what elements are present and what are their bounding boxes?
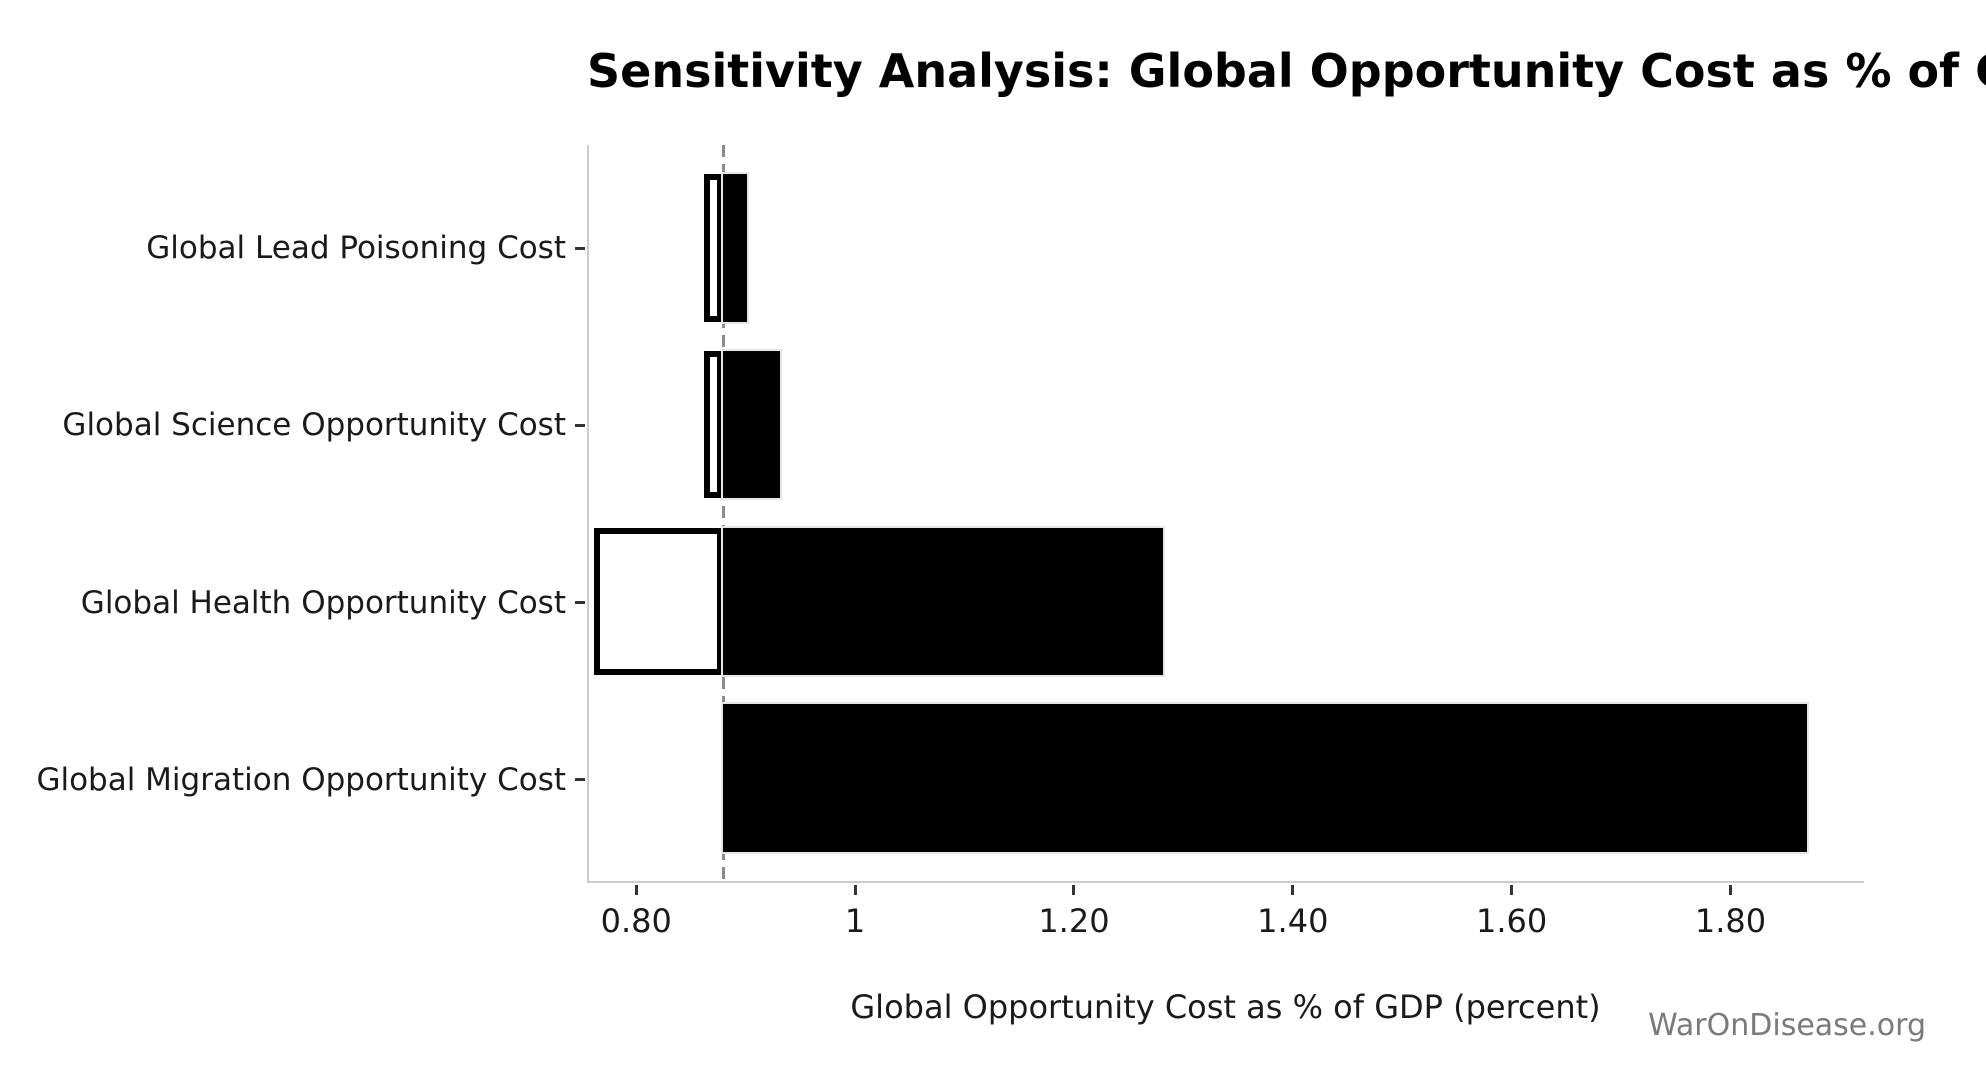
- bar-row: [589, 704, 1864, 852]
- y-tick-mark: [575, 423, 585, 427]
- plot-area: [587, 145, 1864, 883]
- bar-segment-high: [723, 704, 1808, 852]
- y-tick-label: Global Health Opportunity Cost: [80, 584, 566, 621]
- x-tick-label: 0.80: [600, 902, 672, 940]
- x-tick-mark: [1510, 885, 1514, 895]
- bar-row: [589, 527, 1864, 675]
- baseline-dashed-line: [722, 145, 726, 881]
- bar-segment-high: [723, 351, 781, 499]
- x-tick-mark: [634, 885, 638, 895]
- y-tick-label: Global Lead Poisoning Cost: [146, 230, 566, 267]
- x-tick-label: 1.40: [1257, 902, 1329, 940]
- bar-row: [589, 351, 1864, 499]
- y-tick-mark: [575, 601, 585, 605]
- x-tick-label: 1: [844, 902, 866, 940]
- x-tick-label: 1.20: [1038, 902, 1110, 940]
- x-axis-label: Global Opportunity Cost as % of GDP (per…: [850, 988, 1601, 1026]
- x-tick-mark: [1729, 885, 1732, 895]
- watermark-text: WarOnDisease.org: [1648, 1008, 1926, 1043]
- bar-row: [589, 174, 1864, 322]
- y-tick-mark: [575, 778, 585, 782]
- y-tick-mark: [575, 246, 585, 250]
- x-tick-mark: [853, 885, 857, 895]
- y-tick-label: Global Migration Opportunity Cost: [36, 761, 566, 798]
- x-tick-label: 1.60: [1476, 902, 1548, 940]
- bar-segment-high: [723, 174, 748, 322]
- bar-segment-low: [703, 351, 724, 499]
- x-tick-mark: [1072, 885, 1076, 895]
- bar-segment-high: [723, 527, 1163, 675]
- x-tick-mark: [1291, 885, 1295, 895]
- x-tick-label: 1.80: [1694, 902, 1767, 940]
- bar-segment-low: [703, 174, 724, 322]
- chart-title: Sensitivity Analysis: Global Opportunity…: [587, 44, 1986, 98]
- bar-segment-low: [594, 527, 724, 675]
- y-tick-label: Global Science Opportunity Cost: [62, 407, 566, 444]
